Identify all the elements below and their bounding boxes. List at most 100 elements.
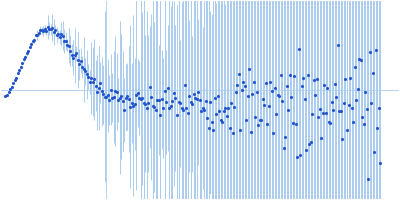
Point — [2, 94, 9, 97]
Point — [222, 106, 228, 109]
Point — [133, 93, 140, 96]
Point — [13, 76, 19, 80]
Point — [216, 110, 222, 113]
Point — [266, 105, 272, 108]
Point — [144, 106, 150, 109]
Point — [174, 114, 180, 117]
Point — [44, 25, 51, 28]
Point — [177, 102, 183, 105]
Point — [175, 100, 182, 103]
Point — [248, 130, 254, 133]
Point — [151, 105, 158, 108]
Point — [302, 98, 308, 101]
Point — [23, 52, 30, 55]
Point — [10, 82, 16, 85]
Point — [16, 68, 22, 71]
Point — [160, 107, 167, 110]
Point — [347, 76, 353, 79]
Point — [43, 29, 49, 33]
Point — [246, 67, 252, 70]
Point — [287, 73, 293, 77]
Point — [180, 109, 186, 112]
Point — [214, 95, 221, 98]
Point — [205, 126, 212, 129]
Point — [333, 96, 340, 99]
Point — [219, 120, 225, 124]
Point — [60, 34, 66, 37]
Point — [320, 112, 326, 115]
Point — [14, 71, 21, 75]
Point — [22, 55, 28, 58]
Point — [281, 146, 287, 149]
Point — [79, 65, 86, 69]
Point — [359, 115, 365, 118]
Point — [249, 93, 256, 96]
Point — [78, 59, 84, 62]
Point — [100, 93, 106, 96]
Point — [288, 95, 294, 98]
Point — [98, 90, 105, 93]
Point — [312, 93, 319, 96]
Point — [226, 126, 233, 130]
Point — [231, 105, 237, 108]
Point — [309, 112, 316, 115]
Point — [135, 92, 141, 95]
Point — [228, 102, 234, 105]
Point — [303, 149, 310, 152]
Point — [324, 87, 331, 90]
Point — [102, 95, 108, 98]
Point — [224, 115, 230, 118]
Point — [157, 113, 164, 117]
Point — [363, 107, 370, 110]
Point — [40, 29, 46, 33]
Point — [240, 80, 246, 84]
Point — [178, 106, 185, 109]
Point — [120, 100, 126, 103]
Point — [72, 54, 78, 57]
Point — [195, 90, 201, 93]
Point — [123, 96, 129, 99]
Point — [356, 57, 362, 61]
Point — [270, 131, 276, 135]
Point — [243, 119, 250, 122]
Point — [290, 121, 296, 124]
Point — [111, 95, 117, 98]
Point — [254, 90, 260, 93]
Point — [129, 101, 135, 105]
Point — [42, 28, 48, 31]
Point — [199, 106, 206, 110]
Point — [109, 96, 116, 99]
Point — [267, 81, 274, 84]
Point — [305, 73, 311, 77]
Point — [232, 90, 239, 93]
Point — [351, 66, 358, 69]
Point — [20, 58, 27, 61]
Point — [236, 72, 242, 76]
Point — [268, 89, 275, 93]
Point — [172, 96, 179, 100]
Point — [92, 84, 99, 87]
Point — [308, 140, 314, 143]
Point — [7, 88, 13, 91]
Point — [335, 43, 341, 46]
Point — [237, 129, 243, 132]
Point — [242, 84, 248, 87]
Point — [336, 109, 343, 112]
Point — [282, 135, 288, 138]
Point — [31, 39, 37, 42]
Point — [163, 100, 170, 104]
Point — [377, 161, 383, 164]
Point — [132, 102, 138, 106]
Point — [327, 121, 334, 124]
Point — [341, 101, 347, 104]
Point — [130, 104, 136, 107]
Point — [189, 103, 195, 106]
Point — [210, 129, 216, 132]
Point — [46, 27, 52, 30]
Point — [136, 97, 142, 100]
Point — [193, 98, 200, 101]
Point — [82, 70, 88, 73]
Point — [273, 113, 280, 116]
Point — [49, 26, 55, 29]
Point — [230, 131, 236, 134]
